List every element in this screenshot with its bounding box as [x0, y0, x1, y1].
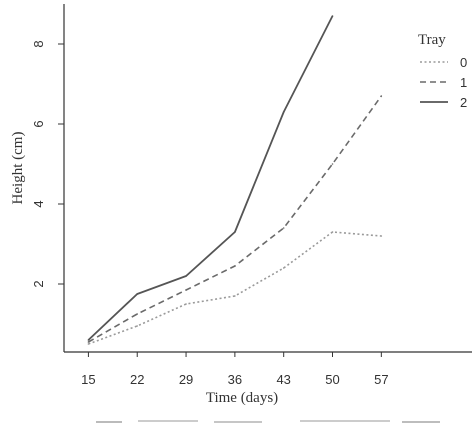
data-point-0: [282, 267, 285, 269]
y-tick-label: 4: [31, 200, 46, 207]
x-tick-label: 50: [325, 372, 339, 387]
legend-label-2: 2: [460, 95, 467, 110]
data-point-1: [234, 265, 236, 267]
chart-axes: [63, 4, 472, 353]
data-point-1: [185, 289, 187, 291]
x-tick-label: 57: [374, 372, 388, 387]
y-tick-label: 8: [31, 40, 46, 47]
x-tick-label: 15: [81, 372, 95, 387]
data-point-0: [185, 303, 187, 305]
caption-fragment: [96, 420, 440, 423]
legend-label-0: 0: [460, 55, 467, 70]
legend-label-1: 1: [460, 75, 467, 90]
y-axis-label: Height (cm): [10, 132, 26, 205]
series-line-2: [87, 15, 334, 341]
data-point-1: [136, 313, 139, 315]
x-tick-label: 22: [130, 372, 144, 387]
x-axis-label: Time (days): [206, 390, 278, 406]
x-tick-label: 43: [276, 372, 290, 387]
x-tick-label: 36: [228, 372, 242, 387]
series-line-0: [88, 231, 382, 345]
series-line-1: [88, 95, 382, 343]
data-point-1: [282, 227, 285, 229]
data-point-2: [185, 275, 187, 277]
data-point-1: [331, 163, 334, 165]
figure-caption-cropped: [0, 414, 474, 428]
data-point-0: [234, 295, 236, 297]
data-point-0: [380, 235, 383, 237]
data-point-1: [380, 95, 383, 97]
data-point-0: [87, 343, 90, 345]
y-axis-ticks: 2 4 6 8: [31, 40, 64, 288]
data-point-2: [331, 15, 334, 17]
legend-title: Tray: [418, 32, 446, 48]
x-tick-label: 29: [179, 372, 193, 387]
legend: Tray 0 1 2: [418, 32, 467, 110]
data-point-2: [136, 293, 139, 295]
data-point-2: [87, 339, 90, 341]
data-point-1: [87, 341, 90, 343]
data-point-0: [136, 325, 139, 327]
data-point-0: [331, 231, 334, 233]
x-axis-ticks: 15 22 29 36 43 50 57: [81, 352, 389, 387]
data-point-2: [282, 111, 285, 113]
y-tick-label: 2: [31, 280, 46, 287]
data-point-2: [234, 231, 236, 233]
y-tick-label: 6: [31, 120, 46, 127]
series-lines: [87, 15, 383, 345]
